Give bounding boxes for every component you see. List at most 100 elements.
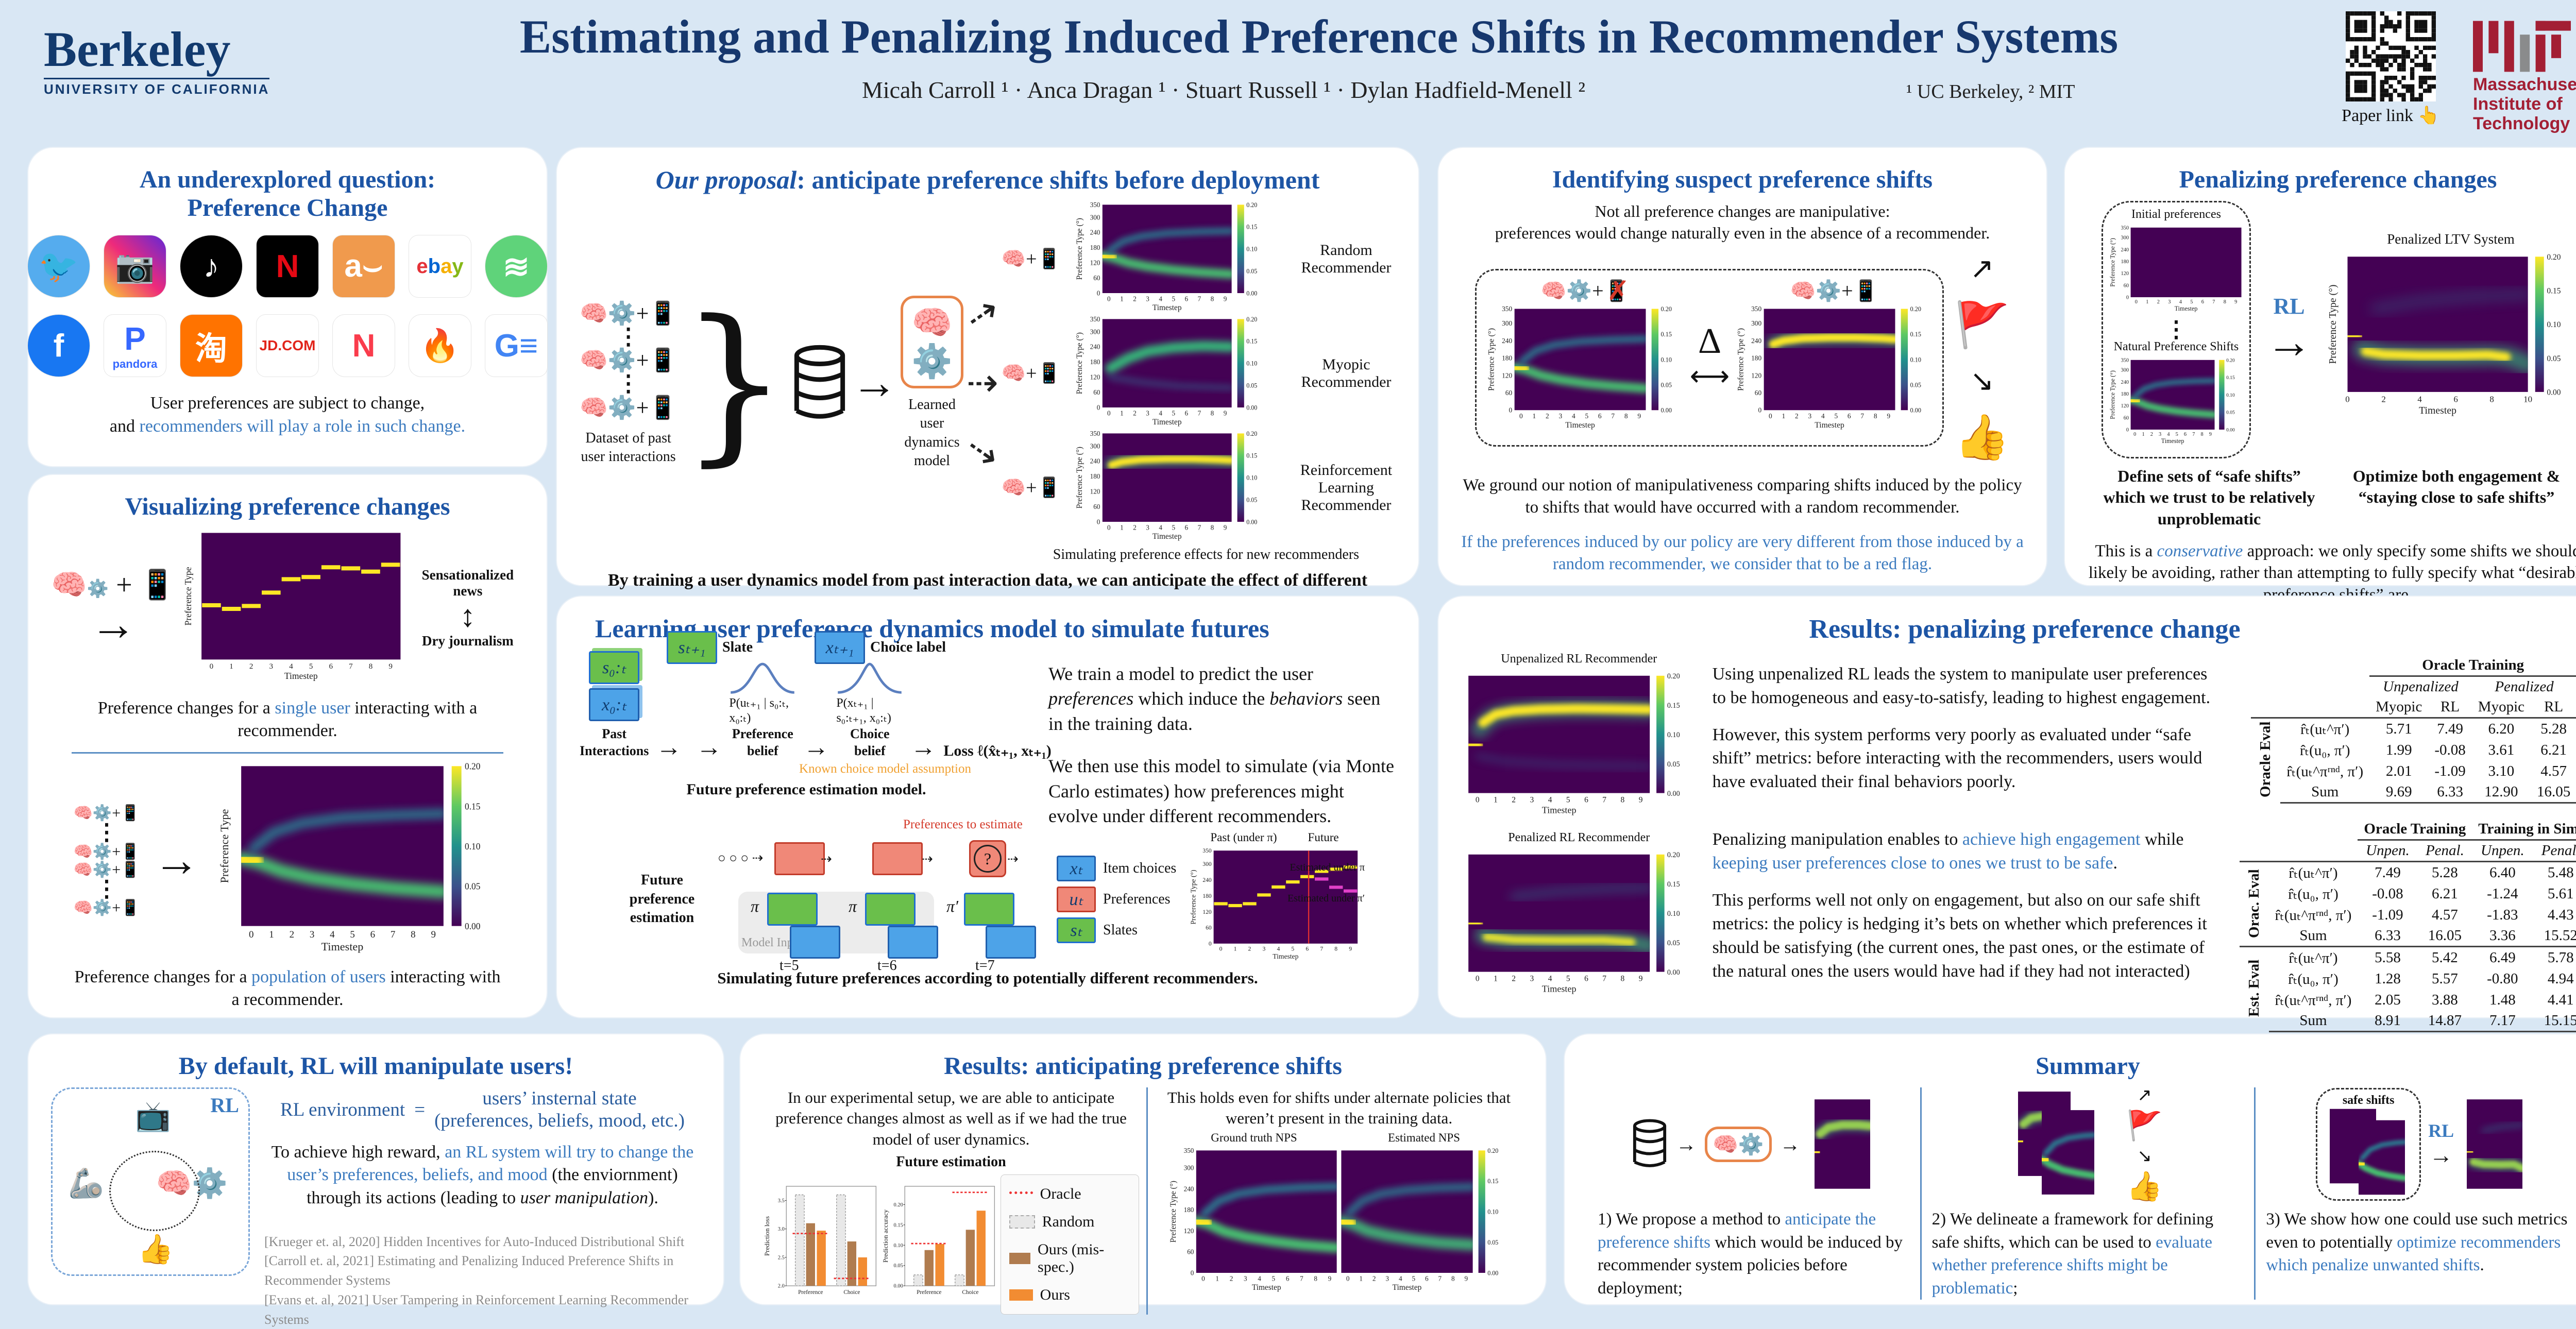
svg-text:0: 0 <box>210 662 214 671</box>
svg-text:0.15: 0.15 <box>2547 287 2561 296</box>
svg-text:Timestep: Timestep <box>2419 405 2456 417</box>
eq-lhs: RL environment <box>280 1099 405 1120</box>
svg-text:0.05: 0.05 <box>1667 939 1680 947</box>
svg-text:9: 9 <box>1224 409 1227 417</box>
value-cell: 5.57 <box>2432 970 2458 987</box>
amazon-icon: a⌣ <box>333 235 395 298</box>
panel-identifying: Identifying suspect preference shifts No… <box>1438 148 2046 585</box>
svg-text:4: 4 <box>1821 412 1825 420</box>
slate-node <box>767 893 818 926</box>
svg-text:9: 9 <box>1465 1274 1468 1282</box>
svg-text:0: 0 <box>1209 941 1212 947</box>
svg-text:0.20: 0.20 <box>1667 672 1680 680</box>
svg-text:60: 60 <box>1187 1248 1194 1255</box>
preferences-to-estimate-label: Preferences to estimate <box>903 817 1023 832</box>
svg-text:7: 7 <box>1602 796 1606 805</box>
value-cell: 6.20 <box>2471 717 2531 740</box>
arrow-right-icon: → <box>1780 1132 1801 1156</box>
value-cell: 1.48 <box>2489 991 2516 1008</box>
text-segment: anticipate the preference shifts <box>1598 1210 1876 1252</box>
svg-text:2: 2 <box>1133 295 1137 302</box>
svg-text:0: 0 <box>2126 427 2129 433</box>
arrow-right-icon: → <box>153 834 200 886</box>
svg-text:240: 240 <box>2121 247 2129 253</box>
text-segment: recommenders will play a role in such ch… <box>139 416 466 436</box>
svg-text:0.05: 0.05 <box>2547 354 2561 363</box>
value-cell: 4.57 <box>2540 762 2567 779</box>
svg-text:240: 240 <box>1090 228 1100 236</box>
reference-item: [Krueger et. al, 2020] Hidden Incentives… <box>264 1234 685 1249</box>
text-segment: conservative <box>2157 541 2243 560</box>
user-icon: 🧠⚙️+📱 <box>73 804 140 822</box>
estimated-under-pi-label: Estimated under π <box>1290 862 1365 874</box>
brace: } <box>680 284 789 482</box>
choice-belief-curve <box>838 662 902 694</box>
svg-text:2: 2 <box>2157 299 2160 305</box>
text-segment: single user <box>275 698 350 718</box>
value-cell: 4.41 <box>2547 991 2574 1008</box>
updown-arrow-icon: ↕ <box>460 599 476 633</box>
dashed-arrows: ⇢ ⇢ ⇢ <box>957 287 1008 479</box>
svg-text:3: 3 <box>1808 412 1812 420</box>
svg-text:0: 0 <box>2133 432 2136 437</box>
svg-text:6: 6 <box>1848 412 1851 420</box>
svg-text:0.10: 0.10 <box>1246 474 1257 481</box>
svg-text:Timestep: Timestep <box>1542 983 1577 994</box>
text-segment: We then use this model to simulate (via … <box>1048 756 1394 827</box>
value-cell: -1.09 <box>2372 906 2403 923</box>
intro-line1: Not all preference changes are manipulat… <box>1595 202 1890 221</box>
learned-model-icon: 🧠⚙️ <box>901 295 963 388</box>
value-cell: 5.48 <box>2533 860 2576 883</box>
svg-text:0.05: 0.05 <box>1910 381 1922 388</box>
svg-text:0.15: 0.15 <box>1910 331 1922 338</box>
svg-text:0.10: 0.10 <box>2547 321 2561 330</box>
question-caption: User preferences are subject to change, … <box>51 392 524 437</box>
penalized-heatmap: 0 1 2 3 4 5 6 7 8 9 Timestep 0.20 0.15 0.10 0.05 0.00 <box>1468 851 1680 994</box>
arrow-right-icon: → <box>851 357 898 408</box>
rl-recommender-heatmap: 0 1 2 3 4 5 6 7 8 9 Timestep 0 60 120 180 240 300 350 Pref… <box>1075 431 1257 541</box>
svg-text:8: 8 <box>1211 409 1214 417</box>
value-cell: 15.15 <box>2533 1010 2576 1032</box>
svg-text:7: 7 <box>1198 295 1201 302</box>
legend-item: Oracle <box>1009 1185 1081 1203</box>
svg-text:5: 5 <box>350 929 355 940</box>
svg-text:Timestep: Timestep <box>1815 421 1845 430</box>
text-segment: . <box>2480 1256 2484 1275</box>
user-icon: 🧠+📱 <box>1001 362 1061 384</box>
svg-text:2: 2 <box>1546 412 1549 420</box>
row-group-label: Est. Eval <box>2239 946 2269 1032</box>
svg-text:0.15: 0.15 <box>1246 337 1257 345</box>
value-cell: -1.09 <box>2434 762 2466 779</box>
legend-item: Ours <box>1009 1286 1070 1304</box>
legend-label: Slates <box>1103 922 1138 939</box>
population-heatmap: 0 1 2 3 4 5 6 7 8 9 Timestep Preference Type 0.20 0.1… <box>218 763 481 953</box>
berkeley-logo-text: Berkeley <box>44 22 231 77</box>
database-block <box>791 345 848 422</box>
row-group-label: Oracle Eval <box>2251 718 2281 803</box>
group-header: Unpenalized <box>2383 678 2459 695</box>
text-segment: seen in the training data. <box>1048 688 1381 734</box>
user-icon: 🧠+📱 <box>1001 476 1061 499</box>
table-cell <box>2251 697 2280 718</box>
panel-summary: Summary → 🧠⚙️ → 1) We propose a method t… <box>1565 1034 2576 1304</box>
text-segment: user manipulation <box>520 1188 649 1207</box>
media-screen-icon: 📺 <box>135 1101 171 1133</box>
svg-text:5: 5 <box>2190 299 2193 305</box>
reference-item: [Carroll et. al, 2021] Estimating and Pe… <box>264 1253 674 1288</box>
penalized-ltv-heatmap: 0 2 4 6 8 10 Timestep Preference Type (°) 0.20 0.… <box>2327 253 2561 417</box>
label-sensationalized: Sensationalized news <box>421 567 514 599</box>
svg-text:0.00: 0.00 <box>1487 1269 1498 1276</box>
svg-text:60: 60 <box>1093 388 1100 396</box>
row-label: r̂ₜ(u₀, π′) <box>2288 885 2338 902</box>
svg-text:1: 1 <box>1120 523 1124 531</box>
legend-swatch <box>1009 1215 1035 1229</box>
instagram-icon: 📷 <box>104 235 166 298</box>
rollout-legend-item: sₜ Slates <box>1057 917 1138 944</box>
svg-text:Timestep: Timestep <box>2175 305 2198 312</box>
svg-text:6: 6 <box>1184 295 1188 302</box>
text-segment: If the preferences induced by our policy… <box>1461 533 2024 574</box>
user-icon: 🧠+📱 <box>1001 248 1061 270</box>
svg-text:6: 6 <box>1184 409 1188 417</box>
panel-title: Learning user preference dynamics model … <box>595 614 1269 643</box>
policy-shift-heatmap: 0 1 2 3 4 5 6 7 8 9 Timestep 0 60 120 180 240 300 350 Pref… <box>1737 305 1922 430</box>
